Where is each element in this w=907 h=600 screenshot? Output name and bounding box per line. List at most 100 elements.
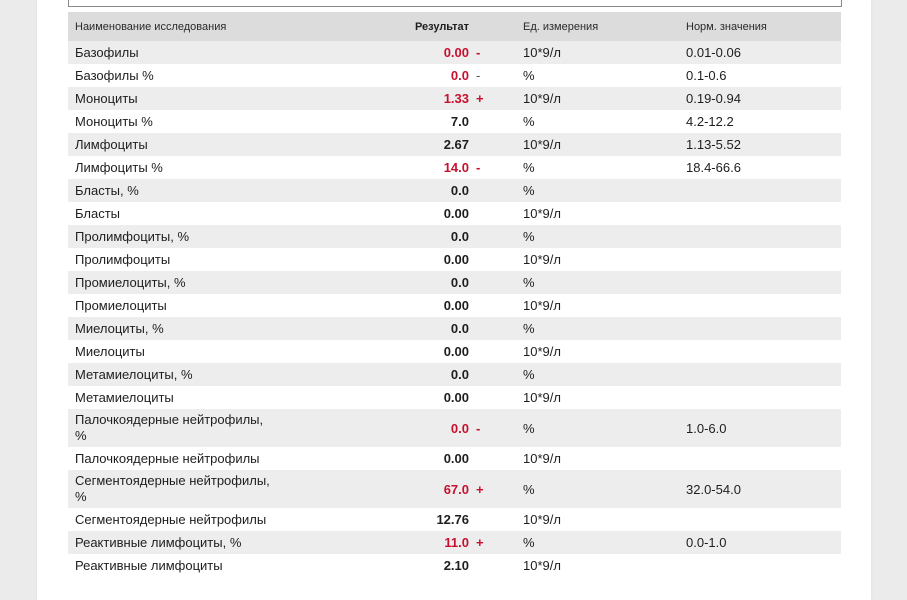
table-row: Сегментоядерные нейтрофилы, % 67.0 +% 32.0-… [68,470,841,508]
reference-range: 0.01-0.06 [686,45,741,60]
test-name: Пролимфоциты [75,251,171,267]
table-row: Базофилы 0.00- 10*9/л 0.01-0.06 [68,41,841,64]
reference-range: 18.4-66.6 [686,160,741,175]
test-result: 0.0 [450,229,469,244]
table-row: Пролимфоциты, % 0.0% [68,225,841,248]
test-unit: 10*9/л [523,45,561,60]
reference-range [686,363,836,386]
result-flag [476,363,490,386]
test-name: Промиелоциты [75,297,167,313]
result-flag: + [476,481,484,497]
reference-range: 1.13-5.52 [686,137,741,152]
reference-range: 1.0-6.0 [686,420,727,436]
test-name: Лимфоциты [75,136,148,152]
test-result: 0.0 [450,420,469,436]
test-name: Базофилы [75,44,139,60]
test-unit: 10*9/л [523,206,561,221]
test-result: 0.0 [450,275,469,290]
test-name: Реактивные лимфоциты [75,557,223,573]
test-unit: % [523,420,535,436]
result-flag: - [476,420,481,436]
test-name: Базофилы % [75,67,154,83]
test-result: 0.00 [443,252,469,267]
result-flag [476,133,490,156]
header-unit: Ед. измерения [523,20,599,33]
test-name: Лимфоциты % [75,159,163,175]
test-name: Сегментоядерные нейтрофилы, % [75,473,270,504]
reference-range [686,202,836,225]
results-table: Наименование исследования Результат Ед. … [68,12,841,577]
result-flag [476,202,490,225]
test-name: Сегментоядерные нейтрофилы [75,511,267,527]
table-body: Базофилы 0.00-10*9/л 0.01-0.06 Базофилы % 0.… [68,41,841,577]
test-result: 1.33 [443,91,469,106]
reference-range [686,294,836,317]
test-unit: 10*9/л [523,390,561,405]
test-result: 0.00 [443,451,469,466]
table-row: Промиелоциты 0.00 10*9/л [68,294,841,317]
reference-range [686,317,836,340]
reference-range: 0.0-1.0 [686,535,727,550]
test-name: Палочкоядерные нейтрофилы [75,450,260,466]
test-unit: 10*9/л [523,344,561,359]
result-flag [476,386,490,409]
result-flag [476,110,490,133]
test-unit: % [523,183,535,198]
result-flag [476,447,490,470]
result-flag: + [476,535,484,550]
test-unit: % [523,535,535,550]
test-result: 0.0 [450,367,469,382]
table-row: Метамиелоциты, % 0.0% [68,363,841,386]
test-unit: 10*9/л [523,91,561,106]
test-unit: % [523,229,535,244]
test-name: Бласты, % [75,182,139,198]
result-flag [476,294,490,317]
results-card: Наименование исследования Результат Ед. … [37,0,871,600]
reference-range [686,340,836,363]
table-row: Моноциты % 7.0% 4.2-12.2 [68,110,841,133]
result-flag: - [476,160,481,175]
test-result: 67.0 [443,481,469,497]
table-row: Промиелоциты, % 0.0% [68,271,841,294]
test-result: 12.76 [436,512,469,527]
test-result: 0.00 [443,206,469,221]
test-name: Моноциты % [75,113,153,129]
reference-range [686,554,836,577]
reference-range [686,447,836,470]
test-name: Моноциты [75,90,138,106]
reference-range [686,508,836,531]
test-name: Реактивные лимфоциты, % [75,534,242,550]
table-row: Лимфоциты % 14.0-% 18.4-66.6 [68,156,841,179]
result-flag [476,179,490,202]
table-row: Метамиелоциты 0.00 10*9/л [68,386,841,409]
header-name: Наименование исследования [75,20,227,33]
test-name: Промиелоциты, % [75,274,186,290]
reference-range: 0.1-0.6 [686,68,727,83]
result-flag [476,271,490,294]
table-row: Миелоциты 0.00 10*9/л [68,340,841,363]
test-name: Палочкоядерные нейтрофилы, % [75,412,264,443]
table-row: Палочкоядерные нейтрофилы 0.00 10*9/л [68,447,841,470]
test-unit: 10*9/л [523,298,561,313]
test-result: 14.0 [443,160,469,175]
test-unit: % [523,160,535,175]
table-row: Моноциты 1.33 +10*9/л 0.19-0.94 [68,87,841,110]
result-flag [476,508,490,531]
reference-range: 0.19-0.94 [686,91,741,106]
test-unit: % [523,68,535,83]
test-result: 11.0 [444,535,469,550]
test-unit: 10*9/л [523,137,561,152]
reference-range [686,248,836,271]
test-unit: 10*9/л [523,252,561,267]
reference-range [686,271,836,294]
test-unit: % [523,114,535,129]
reference-range [686,386,836,409]
table-header: Наименование исследования Результат Ед. … [68,12,841,41]
table-row: Лимфоциты 2.67 10*9/л 1.13-5.52 [68,133,841,156]
table-row: Реактивные лимфоциты, % 11.0 +% 0.0-1.0 [68,531,841,554]
result-flag: + [476,91,484,106]
result-flag: - [476,45,481,60]
table-row: Бласты, % 0.0% [68,179,841,202]
test-result: 2.67 [443,137,469,152]
test-name: Бласты [75,205,120,221]
